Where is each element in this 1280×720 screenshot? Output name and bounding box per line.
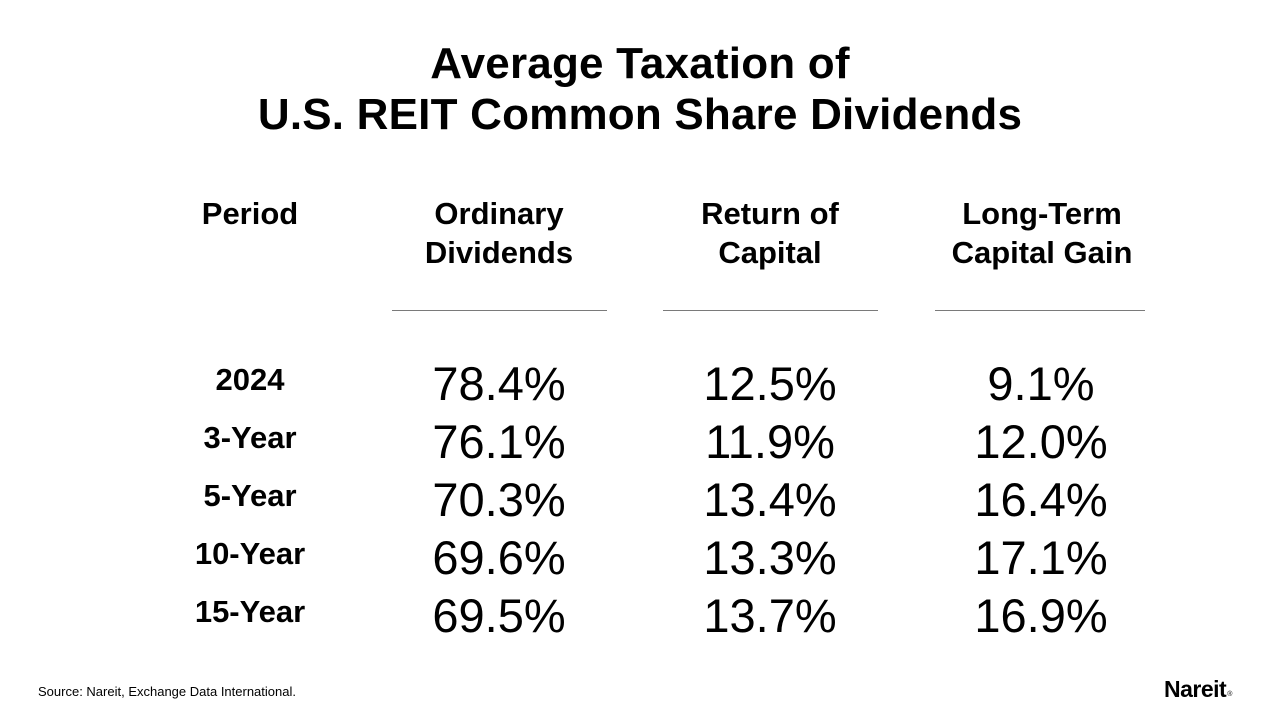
header-divider-ordinary [392, 310, 607, 311]
cell-ordinary-10-year: 69.6% [432, 531, 566, 584]
title-line-2: U.S. REIT Common Share Dividends [257, 90, 1023, 139]
cell-ordinary-5-year: 70.3% [432, 473, 566, 526]
row-period-2024: 2024 [215, 362, 285, 397]
header-ltcg-line-2: Capital Gain [951, 235, 1133, 270]
cell-ltcg-10-year: 17.1% [974, 531, 1108, 584]
row-period-10-year: 10-Year [194, 536, 306, 571]
header-divider-roc [663, 310, 878, 311]
cell-ltcg-5-year: 16.4% [974, 473, 1108, 526]
source-note: Source: Nareit, Exchange Data Internatio… [38, 684, 296, 699]
nareit-logo: Nareit® [1164, 674, 1232, 711]
cell-ltcg-15-year: 16.9% [974, 589, 1108, 642]
cell-ordinary-2024: 78.4% [432, 357, 566, 410]
row-period-15-year: 15-Year [194, 594, 306, 629]
cell-ordinary-15-year: 69.5% [432, 589, 566, 642]
cell-ltcg-2024: 9.1% [987, 357, 1095, 410]
cell-ordinary-3-year: 76.1% [432, 415, 566, 468]
cell-roc-15-year: 13.7% [703, 589, 837, 642]
cell-roc-10-year: 13.3% [703, 531, 837, 584]
header-ordinary-dividends: Ordinary Dividends [379, 194, 619, 272]
cell-roc-2024: 12.5% [703, 357, 837, 410]
header-ltcg-line-1: Long-Term [962, 196, 1122, 231]
row-period-3-year: 3-Year [203, 420, 297, 455]
cell-roc-5-year: 13.4% [703, 473, 837, 526]
header-period: Period [140, 194, 360, 233]
header-ordinary-line-2: Dividends [424, 235, 574, 270]
header-roc-line-1: Return of [701, 196, 839, 231]
header-period-line-1: Period [201, 196, 299, 231]
cell-ltcg-3-year: 12.0% [974, 415, 1108, 468]
registered-mark: ® [1227, 691, 1232, 698]
row-period-5-year: 5-Year [203, 478, 297, 513]
header-return-of-capital: Return of Capital [650, 194, 890, 272]
header-roc-line-2: Capital [718, 235, 822, 270]
header-divider-ltcg [935, 310, 1145, 311]
page-title: Average Taxation of U.S. REIT Common Sha… [0, 38, 1280, 140]
header-long-term-capital-gain: Long-Term Capital Gain [917, 194, 1167, 272]
title-line-1: Average Taxation of [430, 39, 850, 88]
cell-roc-3-year: 11.9% [705, 415, 835, 468]
header-ordinary-line-1: Ordinary [434, 196, 564, 231]
logo-text: Nareit [1164, 676, 1227, 702]
